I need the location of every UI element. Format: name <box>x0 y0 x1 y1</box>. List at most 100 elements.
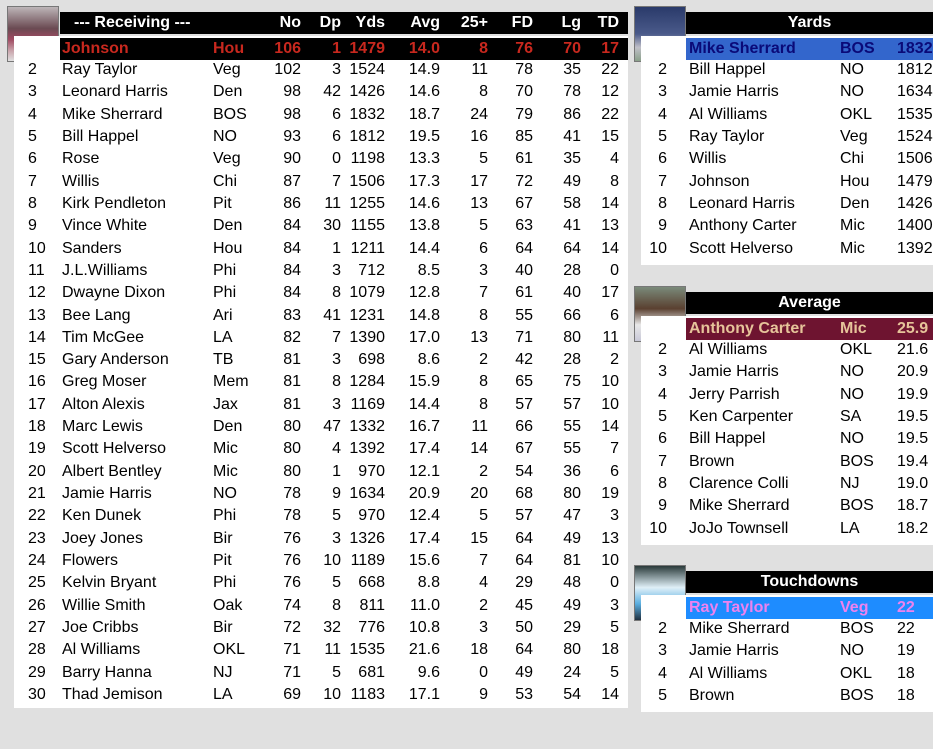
leader-row[interactable]: Ray Taylor Veg 22 <box>686 597 933 619</box>
column-header-td[interactable]: TD <box>597 14 619 31</box>
table-row[interactable]: 3 Leonard Harris Den 98 42 1426 14.6 8 70 78 12 <box>14 81 628 103</box>
stat-lg: 35 <box>563 150 581 167</box>
leader-row[interactable]: Johnson Hou 106 1 1479 14.0 8 76 70 17 <box>60 38 628 60</box>
table-row[interactable]: 15 Gary Anderson TB 81 3 698 8.6 2 42 28 2 <box>14 349 628 371</box>
rank: 26 <box>28 597 46 614</box>
stat-lg: 80 <box>563 329 581 346</box>
column-header-25plus[interactable]: 25+ <box>460 14 488 31</box>
column-header-lg[interactable]: Lg <box>561 14 581 31</box>
leader-row[interactable]: Mike Sherrard BOS 1832 <box>686 38 933 60</box>
stat-lg: 47 <box>563 507 581 524</box>
table-row[interactable]: 21 Jamie Harris NO 78 9 1634 20.9 20 68 80 19 <box>14 483 628 505</box>
stat-td: 14 <box>601 240 619 257</box>
list-item[interactable]: 6 Willis Chi 1506 <box>641 148 933 170</box>
list-item[interactable]: 10 JoJo Townsell LA 18.2 <box>641 518 933 540</box>
list-item[interactable]: 2 Mike Sherrard BOS 22 <box>641 618 933 640</box>
list-item[interactable]: 5 Ken Carpenter SA 19.5 <box>641 406 933 428</box>
table-row[interactable]: 12 Dwayne Dixon Phi 84 8 1079 12.8 7 61 40 17 <box>14 282 628 304</box>
table-row[interactable]: 24 Flowers Pit 76 10 1189 15.6 7 64 81 10 <box>14 550 628 572</box>
table-row[interactable]: 7 Willis Chi 87 7 1506 17.3 17 72 49 8 <box>14 171 628 193</box>
stat-dp: 10 <box>323 552 341 569</box>
average-header: Average <box>686 292 933 314</box>
table-row[interactable]: 29 Barry Hanna NJ 71 5 681 9.6 0 49 24 5 <box>14 662 628 684</box>
stat-avg: 12.4 <box>408 507 440 524</box>
rank: 14 <box>28 329 46 346</box>
table-row[interactable]: 14 Tim McGee LA 82 7 1390 17.0 13 71 80 11 <box>14 327 628 349</box>
stat-fd: 70 <box>515 83 533 100</box>
table-row[interactable]: 8 Kirk Pendleton Pit 86 11 1255 14.6 13 67 58 14 <box>14 193 628 215</box>
list-item[interactable]: 8 Leonard Harris Den 1426 <box>641 193 933 215</box>
player-name: Leonard Harris <box>689 195 795 212</box>
rank: 3 <box>28 83 37 100</box>
table-row[interactable]: 17 Alton Alexis Jax 81 3 1169 14.4 8 57 57 10 <box>14 394 628 416</box>
table-row[interactable]: 13 Bee Lang Ari 83 41 1231 14.8 8 55 66 6 <box>14 305 628 327</box>
stat-fd: 45 <box>515 597 533 614</box>
table-row[interactable]: 10 Sanders Hou 84 1 1211 14.4 6 64 64 14 <box>14 238 628 260</box>
table-row[interactable]: 22 Ken Dunek Phi 78 5 970 12.4 5 57 47 3 <box>14 505 628 527</box>
list-item[interactable]: 3 Jamie Harris NO 1634 <box>641 81 933 103</box>
table-row[interactable]: 4 Mike Sherrard BOS 98 6 1832 18.7 24 79 86 22 <box>14 104 628 126</box>
list-item[interactable]: 4 Jerry Parrish NO 19.9 <box>641 384 933 406</box>
table-row[interactable]: 25 Kelvin Bryant Phi 76 5 668 8.8 4 29 48 0 <box>14 572 628 594</box>
stat-dp: 11 <box>324 195 341 212</box>
team: Mic <box>840 217 865 234</box>
table-row[interactable]: 11 J.L.Williams Phi 84 3 712 8.5 3 40 28 0 <box>14 260 628 282</box>
column-header-no[interactable]: No <box>279 14 301 31</box>
player-name: Jamie Harris <box>689 83 779 100</box>
table-row[interactable]: 19 Scott Helverso Mic 80 4 1392 17.4 14 67 55 7 <box>14 438 628 460</box>
stat-25plus: 8 <box>479 396 488 413</box>
list-item[interactable]: 5 Ray Taylor Veg 1524 <box>641 126 933 148</box>
table-row[interactable]: 9 Vince White Den 84 30 1155 13.8 5 63 41 13 <box>14 215 628 237</box>
table-row[interactable]: 26 Willie Smith Oak 74 8 811 11.0 2 45 49 3 <box>14 595 628 617</box>
list-item[interactable]: 7 Brown BOS 19.4 <box>641 451 933 473</box>
list-item[interactable]: 2 Bill Happel NO 1812 <box>641 59 933 81</box>
rank: 17 <box>28 396 46 413</box>
table-row[interactable]: 23 Joey Jones Bir 76 3 1326 17.4 15 64 49 13 <box>14 528 628 550</box>
column-header-yds[interactable]: Yds <box>355 14 385 31</box>
list-item[interactable]: 8 Clarence Colli NJ 19.0 <box>641 473 933 495</box>
value: 18.7 <box>897 497 929 514</box>
list-item[interactable]: 2 Al Williams OKL 21.6 <box>641 339 933 361</box>
list-item[interactable]: 7 Johnson Hou 1479 <box>641 171 933 193</box>
stat-yds: 811 <box>359 597 385 614</box>
table-row[interactable]: 20 Albert Bentley Mic 80 1 970 12.1 2 54 36 6 <box>14 461 628 483</box>
list-item[interactable]: 3 Jamie Harris NO 19 <box>641 640 933 662</box>
stat-lg: 81 <box>563 552 581 569</box>
stat-fd: 42 <box>515 351 533 368</box>
table-row[interactable]: 6 Rose Veg 90 0 1198 13.3 5 61 35 4 <box>14 148 628 170</box>
table-row[interactable]: 30 Thad Jemison LA 69 10 1183 17.1 9 53 54 14 <box>14 684 628 706</box>
table-row[interactable]: 18 Marc Lewis Den 80 47 1332 16.7 11 66 55 14 <box>14 416 628 438</box>
list-item[interactable]: 9 Anthony Carter Mic 1400 <box>641 215 933 237</box>
player-name: Joe Cribbs <box>62 619 139 636</box>
table-row[interactable]: 5 Bill Happel NO 93 6 1812 19.5 16 85 41 15 <box>14 126 628 148</box>
team: BOS <box>840 620 874 637</box>
list-item[interactable]: 4 Al Williams OKL 1535 <box>641 104 933 126</box>
column-header-avg[interactable]: Avg <box>410 14 440 31</box>
stat-dp: 8 <box>332 597 341 614</box>
stat-avg: 18.7 <box>408 106 440 123</box>
leader-row[interactable]: Anthony Carter Mic 25.9 <box>686 318 933 340</box>
list-item[interactable]: 9 Mike Sherrard BOS 18.7 <box>641 495 933 517</box>
list-item[interactable]: 6 Bill Happel NO 19.5 <box>641 428 933 450</box>
team: TB <box>213 351 234 368</box>
team: Den <box>213 217 243 234</box>
column-header-dp[interactable]: Dp <box>319 14 341 31</box>
list-item[interactable]: 4 Al Williams OKL 18 <box>641 663 933 685</box>
stat-avg: 17.0 <box>408 329 440 346</box>
stat-td: 13 <box>601 217 619 234</box>
list-item[interactable]: 3 Jamie Harris NO 20.9 <box>641 361 933 383</box>
list-item[interactable]: 5 Brown BOS 18 <box>641 685 933 707</box>
table-row[interactable]: 27 Joe Cribbs Bir 72 32 776 10.8 3 50 29 5 <box>14 617 628 639</box>
stat-yds: 1189 <box>350 552 385 569</box>
stat-lg: 80 <box>563 485 581 502</box>
rank: 4 <box>658 665 667 682</box>
stat-lg: 48 <box>563 574 581 591</box>
stat-avg: 8.6 <box>417 351 440 368</box>
stat-lg: 28 <box>563 351 581 368</box>
column-header-fd[interactable]: FD <box>511 14 533 31</box>
table-row[interactable]: 16 Greg Moser Mem 81 8 1284 15.9 8 65 75 10 <box>14 371 628 393</box>
table-row[interactable]: 2 Ray Taylor Veg 102 3 1524 14.9 11 78 35 22 <box>14 59 628 81</box>
table-row[interactable]: 28 Al Williams OKL 71 11 1535 21.6 18 64 80 18 <box>14 639 628 661</box>
list-item[interactable]: 10 Scott Helverso Mic 1392 <box>641 238 933 260</box>
stat-fd: 63 <box>515 217 533 234</box>
